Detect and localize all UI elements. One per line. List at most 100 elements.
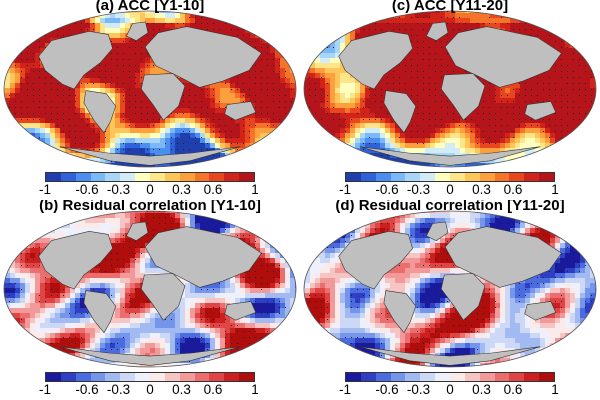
colorbar-swatch bbox=[60, 373, 76, 381]
colorbar-swatch bbox=[224, 373, 240, 381]
map-field bbox=[304, 11, 596, 167]
colorbar-tick-label: 0.3 bbox=[472, 182, 491, 197]
colorbar-swatch bbox=[164, 173, 180, 181]
colorbar-swatch bbox=[194, 373, 210, 381]
colorbar-tick-label: 0.3 bbox=[472, 382, 491, 397]
map-field bbox=[304, 211, 596, 367]
map-a bbox=[3, 10, 297, 168]
colorbar-tick-label: -0.3 bbox=[406, 182, 431, 197]
colorbar-swatch bbox=[46, 173, 61, 181]
colorbar-tick-label: -0.6 bbox=[375, 182, 399, 197]
colorbar-tick-label: 1 bbox=[251, 382, 259, 397]
colorbar-swatch bbox=[135, 373, 151, 381]
colorbar-d bbox=[345, 372, 555, 382]
colorbar-tick-label: 0.6 bbox=[203, 382, 223, 397]
colorbar-tick-label: 1 bbox=[551, 182, 559, 197]
colorbar-tick-label: -0.6 bbox=[75, 382, 99, 397]
colorbar-swatch bbox=[105, 373, 121, 381]
colorbar-tick-label: -1 bbox=[38, 382, 52, 397]
colorbar-swatch bbox=[450, 373, 465, 381]
colorbar-tick-label: 0 bbox=[146, 182, 154, 197]
colorbar-swatch bbox=[120, 173, 136, 181]
colorbar-swatch bbox=[346, 373, 361, 381]
colorbar-swatch bbox=[239, 373, 255, 381]
land-mask bbox=[38, 221, 262, 366]
colorbar-swatch bbox=[479, 373, 495, 381]
land-mask bbox=[338, 221, 562, 366]
colorbar-swatch bbox=[224, 173, 240, 181]
panel-d: (d) Residual correlation [Y11-20] -1 -0.6… bbox=[300, 200, 600, 400]
colorbar-tick-label: -1 bbox=[338, 382, 352, 397]
colorbar-ticks-c: -1 -0.6 -0.3 0 0.3 0.6 1 bbox=[339, 182, 559, 200]
colorbar-swatch bbox=[209, 373, 225, 381]
panel-title-a: (a) ACC [Y1-10] bbox=[95, 0, 205, 14]
map-d bbox=[303, 210, 597, 368]
colorbar-swatch bbox=[346, 173, 361, 181]
colorbar-tick-label: -1 bbox=[338, 182, 352, 197]
colorbar-swatch bbox=[509, 173, 525, 181]
colorbar-tick-label: -0.3 bbox=[406, 382, 431, 397]
colorbar-swatch bbox=[135, 173, 151, 181]
map-field bbox=[4, 11, 296, 167]
colorbar-swatch bbox=[209, 173, 225, 181]
colorbar-swatch bbox=[360, 173, 376, 181]
colorbar-swatch bbox=[464, 173, 480, 181]
colorbar-swatch bbox=[120, 373, 136, 381]
colorbar-swatch bbox=[539, 373, 555, 381]
colorbar-swatch bbox=[90, 173, 106, 181]
colorbar-swatch bbox=[75, 173, 91, 181]
colorbar-swatch bbox=[509, 373, 525, 381]
colorbar-tick-label: 0.6 bbox=[503, 382, 523, 397]
colorbar-swatch bbox=[539, 173, 555, 181]
colorbar-swatch bbox=[150, 173, 165, 181]
colorbar-swatch bbox=[435, 373, 451, 381]
colorbar-tick-label: -0.3 bbox=[106, 182, 131, 197]
map-b bbox=[3, 210, 297, 368]
colorbar-swatch bbox=[46, 373, 61, 381]
map-field bbox=[4, 211, 296, 367]
colorbar-tick-label: 0.3 bbox=[172, 182, 191, 197]
colorbar-tick-label: 0 bbox=[146, 382, 154, 397]
colorbar-c bbox=[345, 172, 555, 182]
colorbar-swatch bbox=[524, 173, 540, 181]
colorbar-swatch bbox=[494, 173, 510, 181]
colorbar-ticks-d: -1 -0.6 -0.3 0 0.3 0.6 1 bbox=[339, 382, 559, 400]
panel-a: (a) ACC [Y1-10] -1 -0.6 -0.3 0 0.3 0.6 1 bbox=[0, 0, 300, 200]
colorbar-swatch bbox=[239, 173, 255, 181]
colorbar-tick-label: 0.6 bbox=[203, 182, 223, 197]
land-mask bbox=[38, 21, 262, 166]
colorbar-a bbox=[45, 172, 255, 182]
colorbar-swatch bbox=[479, 173, 495, 181]
colorbar-swatch bbox=[90, 373, 106, 381]
colorbar-swatch bbox=[164, 373, 180, 381]
panel-title-c: (c) ACC [Y11-20] bbox=[391, 0, 509, 14]
panel-title-b: (b) Residual correlation [Y1-10] bbox=[39, 200, 261, 214]
map-c bbox=[303, 10, 597, 168]
colorbar-swatch bbox=[390, 373, 406, 381]
colorbar-swatch bbox=[179, 173, 195, 181]
colorbar-swatch bbox=[405, 173, 421, 181]
colorbar-swatch bbox=[435, 173, 451, 181]
colorbar-tick-label: -0.6 bbox=[75, 182, 99, 197]
colorbar-ticks-a: -1 -0.6 -0.3 0 0.3 0.6 1 bbox=[39, 182, 259, 200]
colorbar-b bbox=[45, 372, 255, 382]
colorbar-swatch bbox=[150, 373, 165, 381]
colorbar-tick-label: 0 bbox=[446, 382, 454, 397]
panel-c: (c) ACC [Y11-20] -1 -0.6 -0.3 0 0.3 0.6 1 bbox=[300, 0, 600, 200]
colorbar-swatch bbox=[390, 173, 406, 181]
colorbar-swatch bbox=[360, 373, 376, 381]
colorbar-swatch bbox=[464, 373, 480, 381]
panel-b: (b) Residual correlation [Y1-10] -1 -0.6-… bbox=[0, 200, 300, 400]
colorbar-swatch bbox=[494, 373, 510, 381]
colorbar-swatch bbox=[75, 373, 91, 381]
colorbar-swatch bbox=[60, 173, 76, 181]
colorbar-tick-label: -0.6 bbox=[375, 382, 399, 397]
colorbar-swatch bbox=[450, 173, 465, 181]
colorbar-swatch bbox=[375, 373, 391, 381]
colorbar-swatch bbox=[194, 173, 210, 181]
colorbar-swatch bbox=[405, 373, 421, 381]
colorbar-tick-label: 0 bbox=[446, 182, 454, 197]
colorbar-swatch bbox=[179, 373, 195, 381]
colorbar-tick-label: 1 bbox=[251, 182, 259, 197]
colorbar-ticks-b: -1 -0.6 -0.3 0 0.3 0.6 1 bbox=[39, 382, 259, 400]
